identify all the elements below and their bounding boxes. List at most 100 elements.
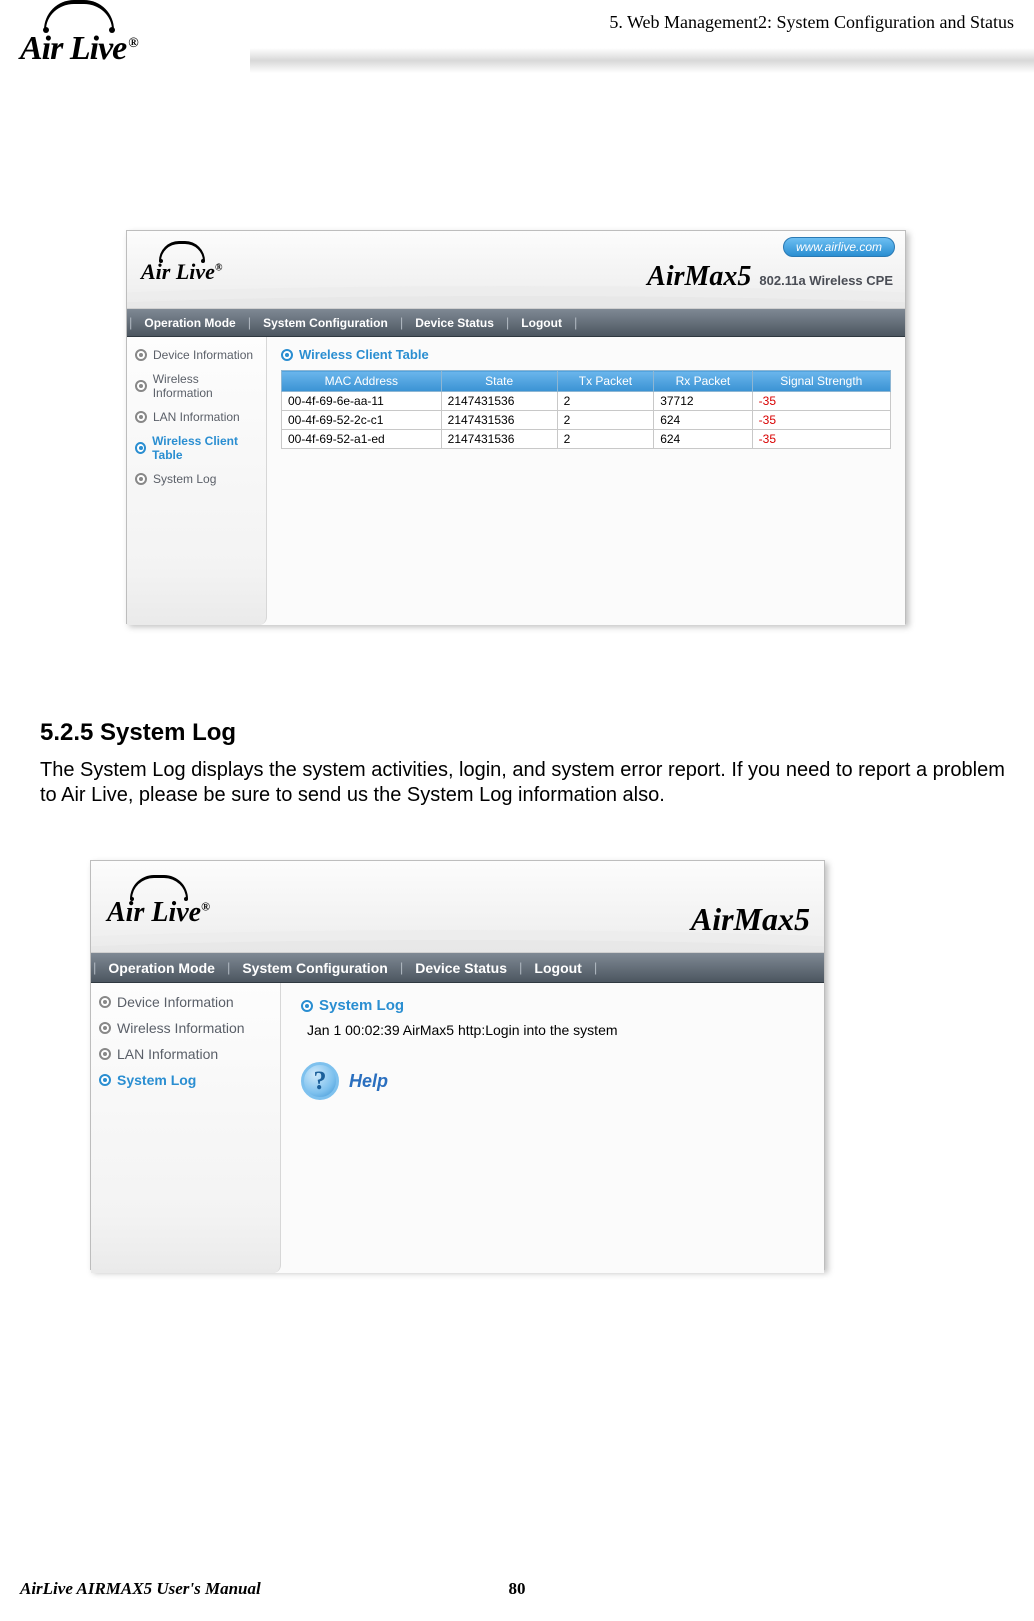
page-header: Air Live® 5. Web Management2: System Con… [0, 0, 1034, 100]
sidebar-item-lan-information[interactable]: LAN Information [127, 405, 266, 429]
table-cell: -35 [752, 392, 890, 411]
nav-separator: | [127, 315, 134, 330]
sidebar-item-label: System Log [117, 1072, 196, 1088]
page-footer: AirLive AIRMAX5 User's Manual 80 [20, 1579, 1014, 1599]
airlive-logo: Air Live® [20, 0, 138, 66]
sidebar-item-label: LAN Information [117, 1046, 218, 1062]
column-header: MAC Address [282, 371, 442, 392]
banner-waves [91, 912, 824, 952]
radio-icon [135, 349, 147, 361]
sidebar-item-label: System Log [153, 472, 216, 486]
table-cell: 624 [654, 430, 752, 449]
table-cell: 00-4f-69-6e-aa-11 [282, 392, 442, 411]
column-header: Tx Packet [557, 371, 654, 392]
table-cell: 2 [557, 430, 654, 449]
screenshot-banner: Air Live® www.airlive.com AirMax5 802.11… [127, 231, 905, 309]
logo-icon [44, 0, 114, 30]
content-area: Wireless Client Table MAC AddressStateTx… [267, 337, 905, 625]
nav-item-operation-mode[interactable]: Operation Mode [98, 960, 225, 976]
nav-separator: | [225, 960, 232, 975]
nav-separator: | [398, 315, 405, 330]
radio-icon [99, 996, 111, 1008]
sidebar-item-wireless-client-table[interactable]: Wireless Client Table [127, 429, 266, 467]
nav-item-logout[interactable]: Logout [511, 316, 572, 330]
sidebar-item-lan-information[interactable]: LAN Information [91, 1041, 280, 1067]
sidebar-item-system-log[interactable]: System Log [127, 467, 266, 491]
url-badge[interactable]: www.airlive.com [783, 237, 895, 257]
nav-item-device-status[interactable]: Device Status [405, 316, 504, 330]
section-title-label: Wireless Client Table [299, 347, 429, 362]
section-heading: 5.2.5 System Log [40, 719, 236, 747]
column-header: Signal Strength [752, 371, 890, 392]
table-cell: 2147431536 [441, 411, 557, 430]
wireless-client-table: MAC AddressStateTx PacketRx PacketSignal… [281, 370, 891, 449]
column-header: State [441, 371, 557, 392]
sidebar-item-label: Wireless Client Table [152, 434, 258, 462]
help-icon[interactable]: ? [301, 1062, 339, 1100]
log-entry: Jan 1 00:02:39 AirMax5 http:Login into t… [307, 1022, 804, 1038]
radio-icon [99, 1074, 111, 1086]
help-label[interactable]: Help [349, 1071, 388, 1092]
sidebar-item-label: Wireless Information [153, 372, 258, 400]
sidebar-item-wireless-information[interactable]: Wireless Information [91, 1015, 280, 1041]
nav-item-operation-mode[interactable]: Operation Mode [134, 316, 245, 330]
table-cell: 624 [654, 411, 752, 430]
section-title-label: System Log [319, 997, 404, 1014]
sidebar-item-device-information[interactable]: Device Information [91, 989, 280, 1015]
section-title: Wireless Client Table [281, 347, 891, 362]
screenshot-wireless-client-table: Air Live® www.airlive.com AirMax5 802.11… [126, 230, 906, 624]
nav-item-system-configuration[interactable]: System Configuration [253, 316, 398, 330]
table-cell: -35 [752, 430, 890, 449]
sidebar-item-system-log[interactable]: System Log [91, 1067, 280, 1093]
nav-separator: | [504, 315, 511, 330]
logo-icon [159, 241, 205, 261]
nav-separator: | [398, 960, 405, 975]
table-row: 00-4f-69-52-a1-ed21474315362624-35 [282, 430, 891, 449]
nav-item-system-configuration[interactable]: System Configuration [232, 960, 397, 976]
screenshot-banner: Air Live® AirMax5 [91, 861, 824, 953]
sidebar-item-label: Wireless Information [117, 1020, 245, 1036]
table-row: 00-4f-69-52-2c-c121474315362624-35 [282, 411, 891, 430]
registered-icon: ® [128, 36, 137, 51]
radio-icon [99, 1022, 111, 1034]
section-paragraph: The System Log displays the system activ… [40, 758, 1014, 808]
nav-bar: |Operation Mode|System Configuration|Dev… [91, 953, 824, 983]
manual-title: AirLive AIRMAX5 User's Manual [20, 1579, 261, 1599]
content-area: System Log Jan 1 00:02:39 AirMax5 http:L… [281, 983, 824, 1273]
radio-icon [135, 380, 147, 392]
nav-separator: | [246, 315, 253, 330]
radio-icon [135, 411, 147, 423]
page-number: 80 [509, 1579, 526, 1599]
nav-separator: | [572, 315, 579, 330]
sidebar-item-label: Device Information [153, 348, 253, 362]
radio-icon [99, 1048, 111, 1060]
nav-item-device-status[interactable]: Device Status [405, 960, 517, 976]
nav-separator: | [91, 960, 98, 975]
table-cell: 2147431536 [441, 392, 557, 411]
sidebar: Device Information Wireless Information LA… [91, 983, 281, 1273]
screenshot-body: Device Information Wireless Information LA… [91, 983, 824, 1273]
nav-item-logout[interactable]: Logout [524, 960, 591, 976]
logo-icon [130, 875, 188, 899]
logo-text: Air Live® [20, 32, 138, 66]
table-cell: 00-4f-69-52-a1-ed [282, 430, 442, 449]
sidebar-item-wireless-information[interactable]: Wireless Information [127, 367, 266, 405]
nav-separator: | [517, 960, 524, 975]
sidebar-item-label: LAN Information [153, 410, 240, 424]
sidebar-item-device-information[interactable]: Device Information [127, 343, 266, 367]
screenshot-body: Device Information Wireless Information LA… [127, 337, 905, 625]
table-cell: 2147431536 [441, 430, 557, 449]
radio-icon [135, 442, 146, 454]
bullet-icon [301, 1000, 313, 1012]
nav-bar: |Operation Mode|System Configuration|Dev… [127, 309, 905, 337]
help-row[interactable]: ? Help [301, 1062, 804, 1100]
header-divider [250, 48, 1034, 73]
chapter-title: 5. Web Management2: System Configuration… [609, 12, 1014, 33]
radio-icon [135, 473, 147, 485]
bullet-icon [281, 349, 293, 361]
table-cell: 2 [557, 411, 654, 430]
logo-label: Air Live [20, 30, 126, 67]
section-title: System Log [301, 997, 804, 1014]
sidebar-item-label: Device Information [117, 994, 234, 1010]
screenshot-system-log: Air Live® AirMax5 |Operation Mode|System… [90, 860, 825, 1270]
